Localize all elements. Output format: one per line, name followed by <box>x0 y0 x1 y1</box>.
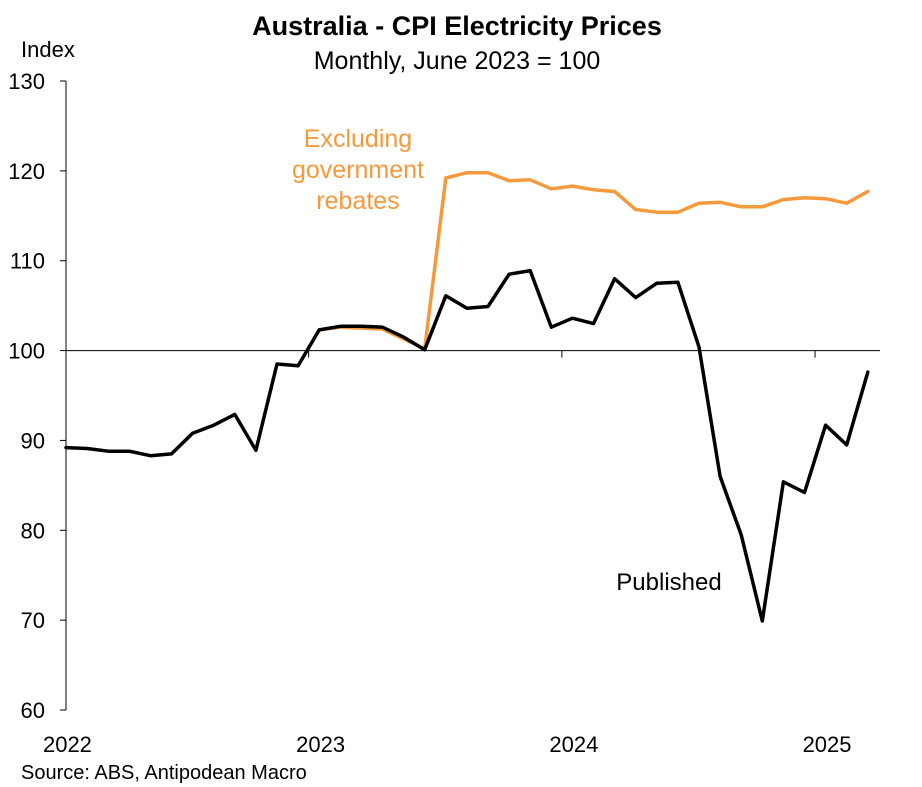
y-tick-label: 60 <box>21 698 45 723</box>
x-tick-label: 2023 <box>296 732 345 757</box>
y-tick-label: 80 <box>21 518 45 543</box>
y-tick-label: 130 <box>8 69 45 94</box>
chart-subtitle: Monthly, June 2023 = 100 <box>314 47 601 75</box>
y-axis: 60 70 80 90 100 110 120 130 <box>8 69 67 723</box>
series-label-published: Published <box>616 569 721 596</box>
series-label-excluding-rebates: Excluding <box>304 125 412 153</box>
series-label-excluding-rebates: rebates <box>316 187 399 215</box>
y-tick-label: 110 <box>10 249 45 274</box>
y-tick-label: 70 <box>21 608 45 633</box>
y-tick-label: 100 <box>8 339 45 364</box>
chart-title: Australia - CPI Electricity Prices <box>252 11 662 41</box>
source-note: Source: ABS, Antipodean Macro <box>21 762 307 784</box>
y-tick-label: 90 <box>21 428 45 453</box>
y-axis-label: Index <box>21 37 75 62</box>
x-tick-label: 2025 <box>803 732 852 757</box>
series-layer <box>64 170 870 623</box>
x-tick-label: 2024 <box>549 732 598 757</box>
series-line-published <box>64 268 870 623</box>
x-tick-label: 2022 <box>43 732 92 757</box>
series-labels: Excluding government rebates Published <box>292 125 722 596</box>
x-axis: 2022 2023 2024 2025 <box>43 350 880 757</box>
y-tick-label: 120 <box>8 159 45 184</box>
series-label-excluding-rebates: government <box>292 156 424 184</box>
